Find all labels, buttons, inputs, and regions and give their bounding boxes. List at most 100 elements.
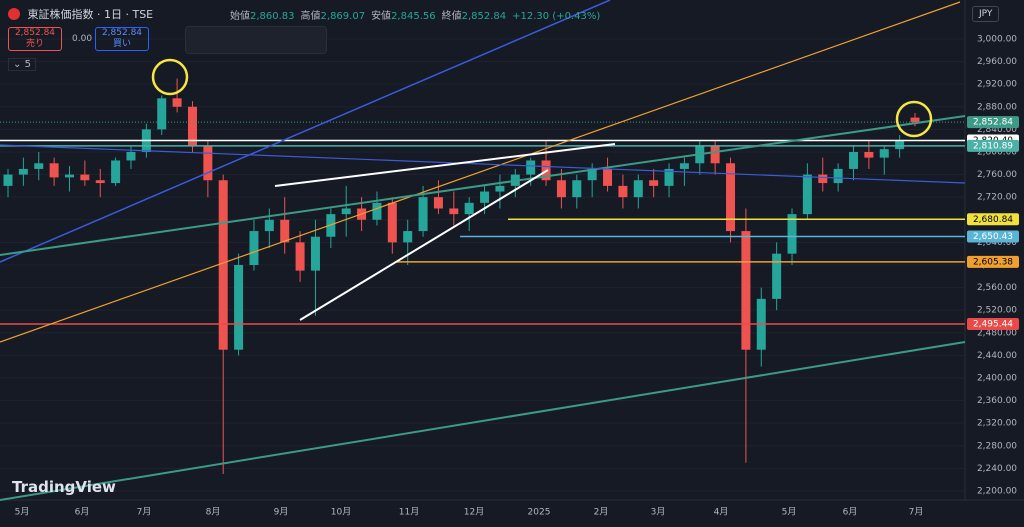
y-tick-label: 2,280.00 [977,441,1017,451]
y-tick-label: 3,000.00 [977,34,1017,44]
trend-line [0,341,966,501]
candle-body [449,208,459,215]
candle-body [295,242,305,271]
candle-body [80,174,90,181]
ohlc-label: 高値 [300,11,321,22]
ohlc-label: 安値 [371,11,392,22]
x-tick-label: 9月 [274,507,289,518]
trend-line [274,143,616,187]
candle-body [864,151,874,158]
level-label: 2,680.84 [973,215,1013,225]
x-tick-label: 5月 [15,507,30,518]
candle-body [633,180,643,198]
level-tag [967,318,1019,331]
y-tick-label: 2,320.00 [977,419,1017,429]
candle-body [264,219,274,232]
indicators-toggle[interactable]: ⌄ 5 [8,58,36,71]
level-label: 2,650.43 [973,232,1013,242]
sell-price: 2,852.84 [14,28,56,38]
candle-body [664,168,674,186]
candle-body [187,106,197,147]
y-tick-label: 2,240.00 [977,464,1017,474]
level-label: 2,605.38 [973,257,1013,267]
candle-body [387,202,397,243]
candle-body [218,180,228,350]
candle-body [603,168,613,186]
candle-body [157,98,167,130]
y-tick-label: 2,560.00 [977,283,1017,293]
sell-button[interactable]: 2,852.84 売り [8,27,62,51]
candle-body [802,174,812,215]
ohlc-value: 2,845.56 [391,11,436,22]
candle-body [341,208,351,215]
level-tag [967,255,1019,268]
buy-label: 買い [112,39,131,49]
trend-line [0,144,966,184]
candle-body [895,140,905,150]
spread: 0.00 [72,34,93,44]
buy-button[interactable]: 2,852.84 買い [95,27,149,51]
y-tick-label: 2,400.00 [977,373,1017,383]
trend-line [0,1,961,343]
trend-line [0,115,966,256]
candle-body [495,185,505,192]
trend-line [0,0,611,263]
x-tick-label: 2月 [594,507,609,518]
x-tick-label: 5月 [782,507,797,518]
candle-body [910,117,920,123]
candle-body [772,253,782,299]
candle-body [679,163,689,169]
x-tick-label: 11月 [399,507,419,518]
highlight-circle [151,58,189,96]
highlight-circle [895,100,933,138]
candle-body [49,163,59,178]
candle-body [526,160,536,175]
candle-body [372,202,382,220]
level-tag [967,213,1019,226]
level-tag [967,230,1019,243]
candle-body [310,236,320,271]
y-tick-label: 2,880.00 [977,102,1017,112]
ohlc-value: 2,852.84 [461,11,507,22]
change: +12.30 (+0.43%) [512,11,601,22]
y-tick-label: 2,760.00 [977,170,1017,180]
candle-body [833,168,843,184]
y-tick-label: 2,840.00 [977,125,1017,135]
y-tick-label: 2,520.00 [977,306,1017,316]
candle-body [172,98,182,107]
y-tick-label: 2,640.00 [977,238,1017,248]
candle-body [480,191,490,203]
x-tick-label: 7月 [137,507,152,518]
ohlc-value: 2,860.83 [250,11,295,22]
current-price-label: 2,852.84 [973,118,1013,128]
candle-body [818,174,828,184]
level-label: 2,810.89 [973,141,1013,151]
candle-body [3,174,13,186]
logo: TradingView [12,478,116,496]
y-tick-label: 2,480.00 [977,328,1017,338]
candle-body [126,151,136,161]
candle-body [849,151,859,169]
candle-body [234,264,244,350]
candle-body [464,202,474,215]
x-tick-label: 6月 [75,507,90,518]
drawing-toolbar[interactable] [185,26,327,54]
candle-body [726,163,736,232]
currency[interactable]: JPY [972,6,1000,22]
level-tag [967,139,1019,152]
sell-label: 売り [25,39,44,49]
x-tick-label: 4月 [714,507,729,518]
y-tick-label: 2,360.00 [977,396,1017,406]
candle-body [787,214,797,254]
candle-body [649,180,659,186]
symbol-title: 東証株価指数 · 1日 · TSE [8,6,157,22]
candle-body [587,168,597,181]
ohlc-legend: 始値2,860.83 高値2,869.07 安値2,845.56 終値2,852.84… [230,7,606,22]
ohlc-label: 終値 [441,11,462,22]
symbol: 東証株価指数 · 1日 · TSE [27,8,154,21]
ohlc-label: 始値 [230,11,250,22]
candle-body [249,231,259,265]
candle-body [34,163,44,169]
